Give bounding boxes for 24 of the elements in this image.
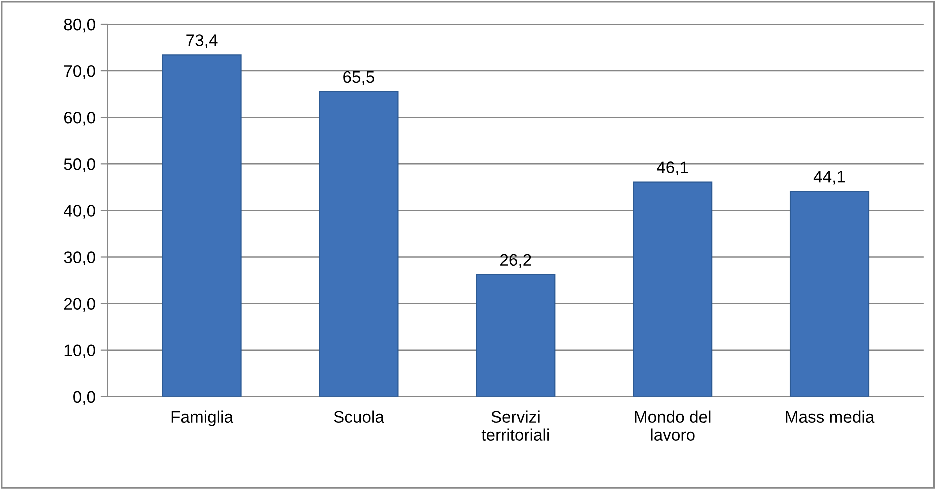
data-label: 44,1 [814,171,846,185]
bar [476,274,556,397]
y-tick-label: 20,0 [64,298,96,312]
x-tick-label: Famiglia [172,410,234,426]
bar [319,91,399,397]
y-tick-label: 60,0 [64,112,96,126]
data-label: 26,2 [500,254,532,268]
y-tick-label: 80,0 [64,18,96,33]
bar [162,54,242,397]
data-label: 46,1 [657,162,688,176]
y-tick-label: 70,0 [64,65,96,80]
y-tick-label: 0,0 [74,391,96,406]
data-label: 73,4 [186,34,218,48]
x-tick-label: Scuola [334,410,384,424]
y-tick-label: 40,0 [64,205,96,219]
y-tick-label: 10,0 [64,344,96,359]
x-tick-label: Mass media [786,410,875,424]
bar [790,191,870,397]
x-tick-label: Mondo del lavoro [635,410,711,441]
bar [633,182,713,397]
data-label: 65,5 [344,71,374,86]
x-tick-label: Servizi territoriali [482,410,550,441]
y-tick-label: 50,0 [64,158,96,172]
y-tick-label: 30,0 [64,252,96,266]
